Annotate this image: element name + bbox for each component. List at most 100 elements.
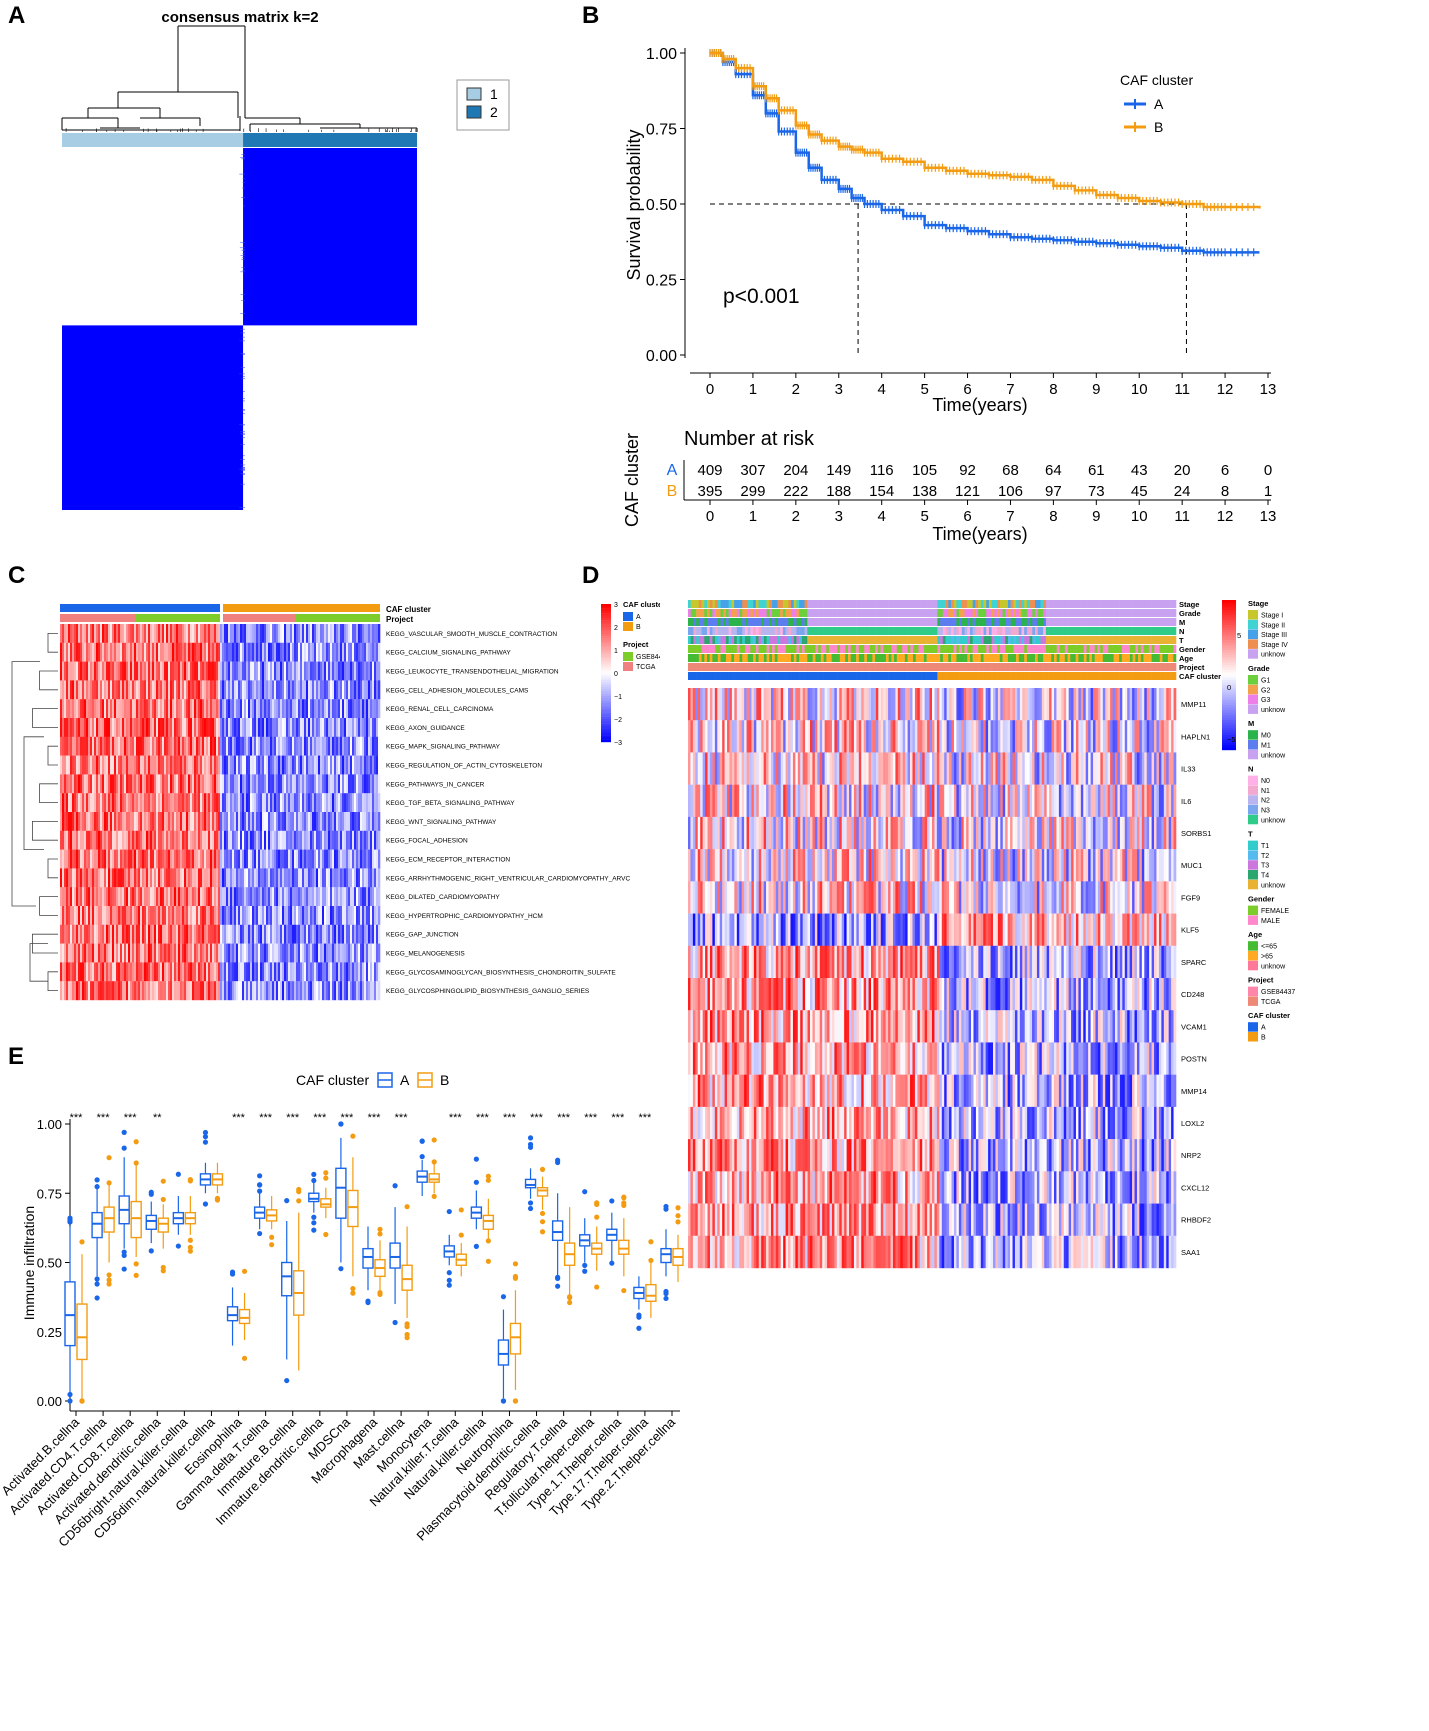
heat-cell [332,830,335,850]
heat-cell [258,924,261,944]
heat-cell [146,680,149,700]
annotation-cell [986,645,990,653]
heat-cell [266,718,269,737]
heat-cell [130,624,133,643]
heat-cell [240,755,243,775]
heat-cell [216,680,219,700]
annotation-cell [1159,627,1163,635]
annotation-cell [736,600,740,608]
heat-cell [70,680,73,700]
heat-cell [154,642,157,662]
heat-cell [330,755,333,775]
heat-cell [360,793,363,813]
heat-cell [294,849,297,869]
heat-cell [122,755,125,775]
heat-cell [172,812,175,831]
risk-cell: 188 [826,483,851,500]
heat-cell [164,868,167,888]
heat-cell [222,981,225,1001]
annotation-cell [1159,636,1163,644]
heat-cell [220,849,223,869]
heat-cell [250,887,253,907]
heat-cell [122,661,125,681]
heat-cell [160,718,163,737]
annotation-cell [815,636,819,644]
annotation-cell [807,618,811,626]
heat-cell [162,906,165,925]
heat-cell [312,793,315,813]
heat-cell [200,624,203,643]
heat-cell [366,981,369,1001]
annotation-cell [969,600,973,608]
heat-cell [60,793,63,813]
heat-cell [146,624,149,643]
heat-cell [256,906,259,925]
annotation-cell [972,600,976,608]
heat-cell [132,981,135,1001]
heat-cell [276,906,279,925]
heat-cell [238,962,241,982]
heat-cell [304,943,307,963]
risk-cell: 307 [740,462,765,479]
heat-cell [246,868,249,888]
heat-cell [196,624,199,643]
heat-cell [200,812,203,831]
heat-cell [204,887,207,907]
heat-cell [174,812,177,831]
annotation-cell [1013,645,1017,653]
annotation-cell [902,636,906,644]
heat-cell [208,924,211,944]
annotation-cell [780,618,784,626]
annotation-cell [1116,600,1120,608]
heat-cell [62,793,65,813]
annotation-cell [883,627,887,635]
heat-cell [374,887,377,907]
heat-cell [150,812,153,831]
heat-cell [194,718,197,737]
x-tick-label: 0 [706,381,714,398]
x-tick-label: 10 [1131,381,1148,398]
annotation-cell [728,636,732,644]
heat-cell [122,868,125,888]
x-tick-label: 2 [792,381,800,398]
heat-cell [134,887,137,907]
heat-cell [378,793,381,813]
heat-cell [168,793,171,813]
annotation-cell [929,618,933,626]
heat-cell [186,718,189,737]
heat-cell [282,887,285,907]
heat-cell [128,830,131,850]
heat-cell [156,755,159,775]
heat-cell [120,680,123,700]
annotation-cell [758,600,762,608]
annotation-cell [701,618,705,626]
annotation-cell [1045,627,1049,635]
heat-cell [68,774,71,794]
heat-cell [80,624,83,643]
heat-cell [174,642,177,662]
annotation-cell [755,645,759,653]
heat-cell [182,943,185,963]
annotation-cell [1119,609,1123,617]
annotation-cell [937,600,941,608]
annotation-cell [725,600,729,608]
heat-cell [64,624,67,643]
annotation-cell [1173,636,1177,644]
annotation-cell [818,618,822,626]
annotation-cell [972,636,976,644]
risk-x-tick-label: 3 [835,508,843,525]
heat-cell [180,661,183,681]
annotation-cell [913,609,917,617]
heat-cell [354,736,357,756]
heat-cell [330,981,333,1001]
heat-cell [290,906,293,925]
heat-cell [286,793,289,813]
annotation-cell [1151,609,1155,617]
heat-cell [320,943,323,963]
heat-cell [118,981,121,1001]
heat-cell [378,624,381,643]
heat-cell [364,812,367,831]
annotation-cell [736,645,740,653]
heat-cell [362,661,365,681]
heat-cell [94,680,97,700]
